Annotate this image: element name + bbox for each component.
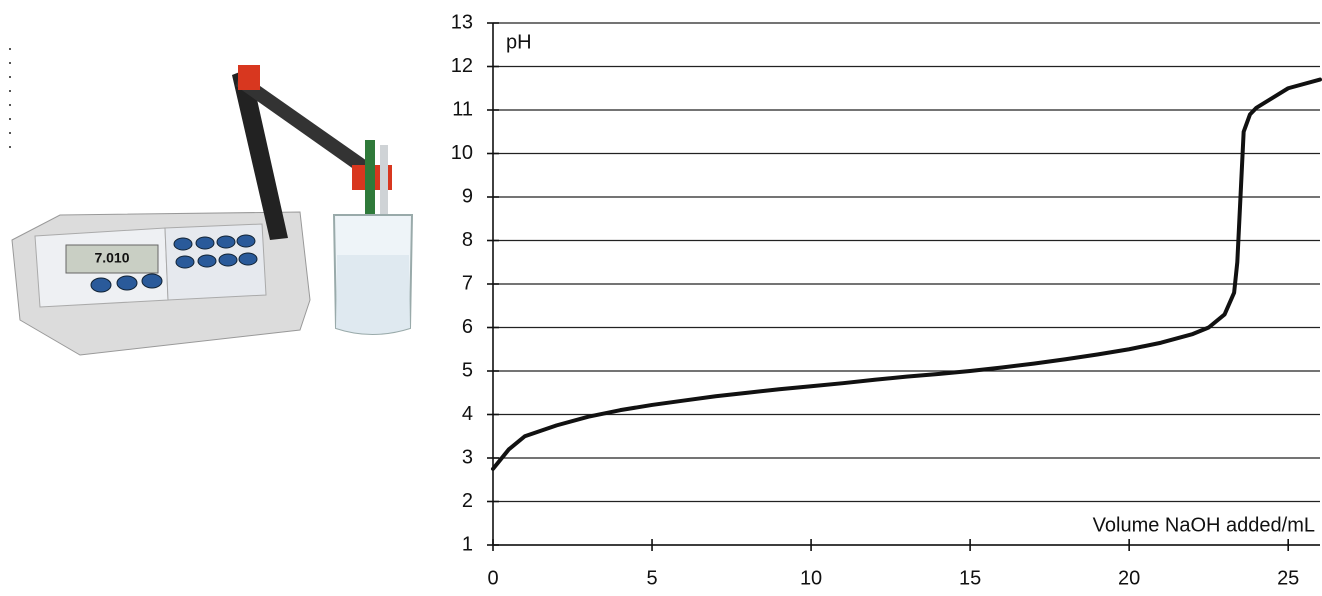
ph-meter-photo: 7.010 [9, 48, 414, 356]
y-tick-label: 13 [451, 11, 473, 33]
y-tick-label: 1 [462, 533, 473, 555]
beaker-solution [336, 255, 410, 334]
x-tick-label: 15 [959, 567, 981, 589]
y-tick-label: 5 [462, 359, 473, 381]
meter-display [65, 244, 159, 274]
meter-buttons [90, 234, 258, 293]
y-tick-label: 2 [462, 490, 473, 512]
y-tick-label: 12 [451, 55, 473, 77]
y-tick-label: 3 [462, 446, 473, 468]
y-tick-label: 4 [462, 403, 473, 425]
y-tick-label: 10 [451, 142, 473, 164]
x-tick-label: 25 [1277, 567, 1299, 589]
electrode-stand [232, 68, 288, 240]
x-tick-label: 0 [487, 567, 498, 589]
arm-clamp [238, 65, 260, 90]
y-axis-label: pH [506, 31, 532, 53]
x-tick-label: 20 [1118, 567, 1140, 589]
x-axis-label: Volume NaOH added/mL [1093, 514, 1315, 536]
electrode-arm [236, 72, 380, 182]
titration-curve [491, 77, 1322, 471]
display-reading: 7.010 [94, 250, 129, 266]
y-tick-label: 8 [462, 229, 473, 251]
x-tick-label: 10 [800, 567, 822, 589]
y-tick-label: 9 [462, 185, 473, 207]
y-tick-label: 7 [462, 272, 473, 294]
x-tick-label: 5 [646, 567, 657, 589]
y-tick-label: 6 [462, 316, 473, 338]
plot-area: pH Volume NaOH added/mL [506, 31, 1315, 536]
y-tick-label: 11 [452, 98, 473, 120]
